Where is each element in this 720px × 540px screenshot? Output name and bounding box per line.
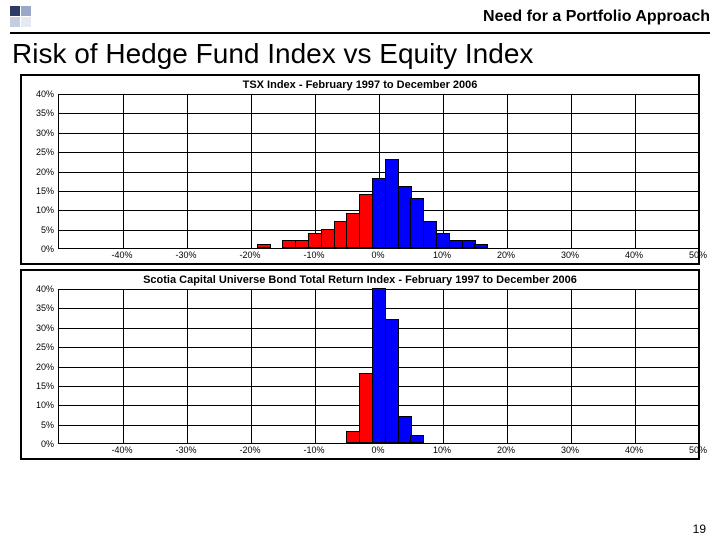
y-tick-label: 15%: [36, 381, 54, 391]
logo-icon: [10, 6, 32, 28]
page-title: Risk of Hedge Fund Index vs Equity Index: [0, 34, 720, 72]
y-tick-label: 35%: [36, 108, 54, 118]
x-gridline: [315, 289, 316, 443]
y-tick-label: 30%: [36, 323, 54, 333]
page-number: 19: [693, 522, 706, 536]
chart-1-title: TSX Index - February 1997 to December 20…: [22, 76, 698, 94]
y-tick-label: 5%: [41, 225, 54, 235]
x-gridline: [571, 289, 572, 443]
y-tick-label: 10%: [36, 400, 54, 410]
x-gridline: [635, 94, 636, 248]
x-tick-label: -40%: [111, 445, 132, 455]
x-gridline: [443, 289, 444, 443]
header-text: Need for a Portfolio Approach: [483, 8, 710, 26]
x-gridline: [251, 289, 252, 443]
chart-1-y-axis: 0%5%10%15%20%25%30%35%40%: [22, 94, 58, 249]
x-tick-label: -20%: [239, 445, 260, 455]
x-tick-label: 10%: [433, 445, 451, 455]
chart-2-area: 0%5%10%15%20%25%30%35%40%: [22, 289, 698, 444]
chart-2-x-axis: -40%-30%-20%-10%0%10%20%30%40%50%: [22, 444, 698, 458]
x-tick-label: -30%: [175, 445, 196, 455]
y-tick-label: 10%: [36, 205, 54, 215]
x-tick-label: 40%: [625, 445, 643, 455]
chart-1-x-axis: -40%-30%-20%-10%0%10%20%30%40%50%: [22, 249, 698, 263]
chart-2-frame: Scotia Capital Universe Bond Total Retur…: [20, 269, 700, 460]
x-gridline: [123, 94, 124, 248]
x-tick-label: 50%: [689, 445, 707, 455]
histogram-bar: [410, 435, 424, 443]
chart-2-title: Scotia Capital Universe Bond Total Retur…: [22, 271, 698, 289]
y-tick-label: 15%: [36, 186, 54, 196]
y-tick-label: 20%: [36, 167, 54, 177]
y-tick-label: 25%: [36, 342, 54, 352]
x-tick-label: 30%: [561, 250, 579, 260]
x-gridline: [187, 289, 188, 443]
x-gridline: [571, 94, 572, 248]
x-tick-label: -30%: [175, 250, 196, 260]
y-tick-label: 40%: [36, 89, 54, 99]
chart-2-y-axis: 0%5%10%15%20%25%30%35%40%: [22, 289, 58, 444]
y-tick-label: 40%: [36, 284, 54, 294]
x-tick-label: 50%: [689, 250, 707, 260]
x-tick-label: 20%: [497, 250, 515, 260]
y-tick-label: 5%: [41, 420, 54, 430]
x-tick-label: 0%: [371, 250, 384, 260]
x-tick-label: 30%: [561, 445, 579, 455]
y-tick-label: 35%: [36, 303, 54, 313]
chart-1-area: 0%5%10%15%20%25%30%35%40%: [22, 94, 698, 249]
x-gridline: [699, 94, 700, 248]
x-tick-label: -10%: [303, 250, 324, 260]
x-gridline: [699, 289, 700, 443]
x-gridline: [507, 94, 508, 248]
chart-1-plot: [58, 94, 698, 249]
chart-1-frame: TSX Index - February 1997 to December 20…: [20, 74, 700, 265]
x-tick-label: 40%: [625, 250, 643, 260]
x-tick-label: 20%: [497, 445, 515, 455]
x-tick-label: 10%: [433, 250, 451, 260]
y-tick-label: 30%: [36, 128, 54, 138]
x-gridline: [635, 289, 636, 443]
x-gridline: [187, 94, 188, 248]
x-gridline: [315, 94, 316, 248]
histogram-bar: [257, 244, 271, 248]
x-tick-label: -40%: [111, 250, 132, 260]
x-tick-label: 0%: [371, 445, 384, 455]
histogram-bar: [474, 244, 488, 248]
y-tick-label: 20%: [36, 362, 54, 372]
x-gridline: [507, 289, 508, 443]
x-tick-label: -10%: [303, 445, 324, 455]
x-gridline: [443, 94, 444, 248]
x-tick-label: -20%: [239, 250, 260, 260]
x-gridline: [123, 289, 124, 443]
chart-2-plot: [58, 289, 698, 444]
header-bar: Need for a Portfolio Approach: [0, 0, 720, 32]
x-gridline: [251, 94, 252, 248]
y-tick-label: 25%: [36, 147, 54, 157]
